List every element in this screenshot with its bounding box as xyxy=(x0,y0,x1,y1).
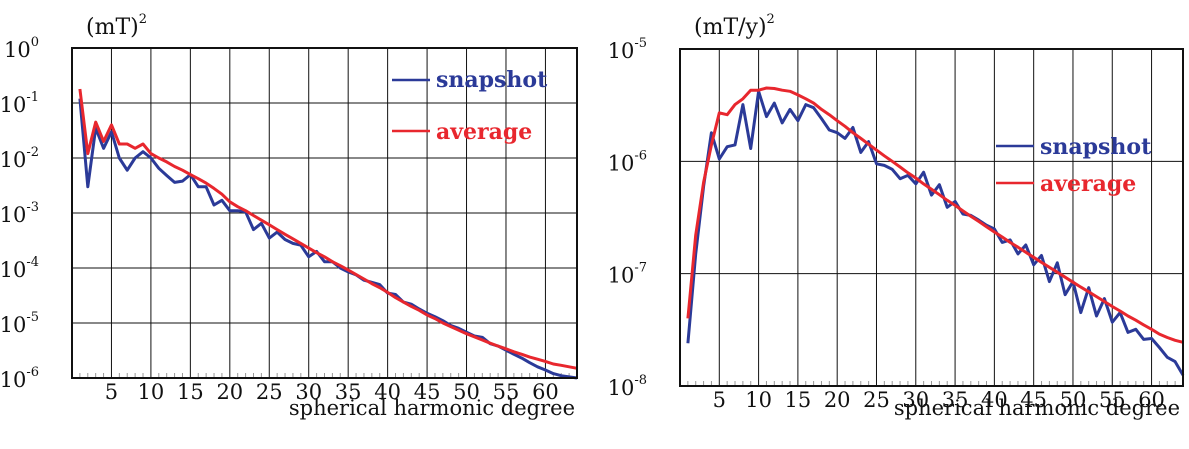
left-legend: snapshot average xyxy=(392,67,548,145)
y-tick-label: 10-4 xyxy=(0,255,39,282)
y-tick-label: 10-6 xyxy=(608,148,647,175)
right-x-axis-label: spherical harmonic degree xyxy=(894,396,1180,420)
y-tick-label: 10-5 xyxy=(608,36,647,63)
x-tick-label: 25 xyxy=(256,380,283,404)
x-tick-label: 20 xyxy=(216,380,243,404)
x-tick-label: 25 xyxy=(863,388,890,412)
left-x-axis-label: spherical harmonic degree xyxy=(289,396,575,420)
legend-snapshot-label: snapshot xyxy=(1040,134,1152,160)
x-tick-label: 10 xyxy=(138,380,165,404)
x-tick-label: 45 xyxy=(1020,388,1047,412)
x-tick-label: 30 xyxy=(902,388,929,412)
x-tick-label: 5 xyxy=(713,388,726,412)
plot-frame xyxy=(679,48,1184,387)
left-chart: (mT)2 5 10 15 20 25 30 35 40 45 50 55 60 10-6 10-5 10-… xyxy=(0,12,578,420)
x-tick-label: 55 xyxy=(1099,388,1126,412)
y-tick-label: 10-6 xyxy=(0,365,39,392)
x-tick-label: 5 xyxy=(105,380,118,404)
x-tick-label: 15 xyxy=(177,380,204,404)
right-y-unit-label: (mT/y)2 xyxy=(694,12,775,40)
x-tick-label: 35 xyxy=(335,380,362,404)
plot-frame xyxy=(71,47,578,379)
legend-average-label: average xyxy=(436,119,532,145)
y-tick-label: 10-8 xyxy=(608,373,647,400)
x-tick-label: 30 xyxy=(295,380,322,404)
series-line-average xyxy=(686,86,1184,344)
legend-average-label: average xyxy=(1040,171,1136,197)
x-tick-label: 10 xyxy=(745,388,772,412)
x-tick-label: 35 xyxy=(942,388,969,412)
y-tick-label: 100 xyxy=(4,35,39,62)
x-tick-label: 50 xyxy=(453,380,480,404)
y-tick-label: 10-7 xyxy=(608,261,647,288)
x-tick-label: 15 xyxy=(785,388,812,412)
x-tick-label: 60 xyxy=(532,380,559,404)
y-tick-label: 10-3 xyxy=(0,200,39,227)
y-tick-label: 10-1 xyxy=(0,90,39,117)
right-legend: snapshot average xyxy=(996,134,1152,197)
y-tick-label: 10-5 xyxy=(0,310,39,337)
series-line-snapshot xyxy=(686,89,1185,376)
x-tick-label: 60 xyxy=(1138,388,1165,412)
x-tick-label: 50 xyxy=(1060,388,1087,412)
right-chart: (mT/y)2 5 10 15 20 25 30 35 40 45 50 55 60 10-8 10-7 1… xyxy=(608,12,1185,420)
x-tick-label: 40 xyxy=(374,380,401,404)
left-y-unit-label: (mT)2 xyxy=(86,12,147,40)
x-tick-label: 20 xyxy=(824,388,851,412)
x-tick-label: 55 xyxy=(493,380,520,404)
y-tick-label: 10-2 xyxy=(0,145,39,172)
series-line-average xyxy=(78,88,578,370)
x-tick-label: 40 xyxy=(981,388,1008,412)
legend-snapshot-label: snapshot xyxy=(436,67,548,93)
x-tick-label: 45 xyxy=(414,380,441,404)
